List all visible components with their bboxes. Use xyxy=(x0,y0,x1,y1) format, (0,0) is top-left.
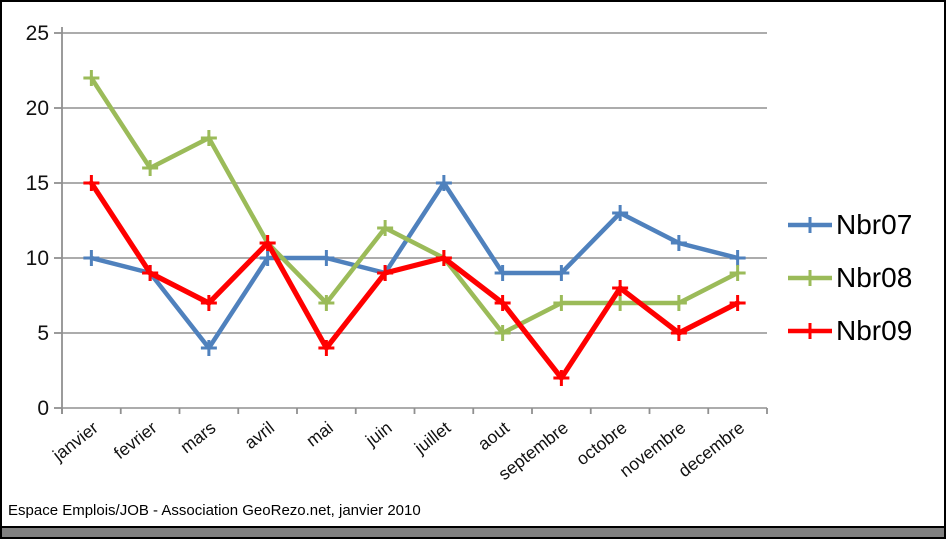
x-tick-label: avril xyxy=(240,417,278,453)
y-tick-label: 25 xyxy=(26,22,49,45)
x-tick-label: juillet xyxy=(410,417,455,458)
series-line-Nbr08 xyxy=(89,75,740,336)
series-line-Nbr07 xyxy=(89,180,740,351)
chart-canvas: 0 5 10 15 20 25 janvier fevrier mars avril mai juin… xyxy=(26,22,913,484)
bottom-gray-bar xyxy=(2,528,944,537)
x-tick-label: decembre xyxy=(674,417,748,481)
y-tick-label: 20 xyxy=(26,97,49,120)
x-tick-label: mars xyxy=(176,417,219,457)
legend-label-Nbr09: Nbr09 xyxy=(836,315,912,346)
chart-caption: Espace Emplois/JOB - Association GeoRezo… xyxy=(8,502,421,519)
y-tick-label: 15 xyxy=(26,172,49,195)
chart-region: 0 5 10 15 20 25 janvier fevrier mars avril mai juin… xyxy=(2,2,944,528)
x-tick-label: janvier xyxy=(48,417,102,465)
y-tick-label: 10 xyxy=(26,247,49,270)
legend-label-Nbr07: Nbr07 xyxy=(836,209,912,240)
legend-label-Nbr08: Nbr08 xyxy=(836,262,912,293)
x-tick-label: juin xyxy=(361,417,396,450)
x-tick-label: aout xyxy=(474,417,513,454)
y-tick-label: 5 xyxy=(37,322,49,345)
series-line-Nbr09 xyxy=(88,180,741,381)
x-tick-label: fevrier xyxy=(110,417,161,463)
y-tick-label: 0 xyxy=(37,397,49,420)
x-tick-label: mai xyxy=(302,417,337,450)
